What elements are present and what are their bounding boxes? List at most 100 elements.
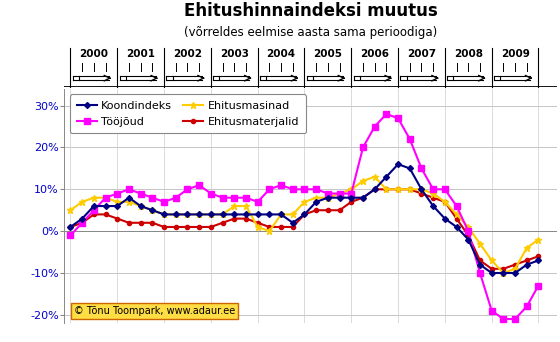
Ehitusmasinad: [348, 187, 354, 192]
Line: Tööjõud: Tööjõud: [68, 111, 542, 322]
Ehitusmasinad: [114, 200, 120, 204]
Koondindeks: [430, 204, 437, 208]
Ehitusmaterjalid: [535, 254, 542, 258]
Ehitusmaterjalid: [524, 259, 530, 263]
Ehitusmaterjalid: [301, 212, 308, 216]
Tööjõud: [114, 192, 120, 196]
Koondindeks: [114, 204, 120, 208]
Ehitusmaterjalid: [512, 263, 519, 267]
Tööjõud: [242, 196, 249, 200]
Ehitusmaterjalid: [278, 225, 284, 229]
Ehitusmaterjalid: [196, 225, 203, 229]
Tööjõud: [441, 187, 448, 192]
Ehitusmaterjalid: [360, 196, 366, 200]
Ehitusmasinad: [535, 237, 542, 241]
Tööjõud: [137, 192, 144, 196]
Koondindeks: [208, 212, 214, 216]
Ehitusmaterjalid: [114, 216, 120, 221]
Tööjõud: [172, 196, 179, 200]
Tööjõud: [102, 196, 109, 200]
Tööjõud: [149, 196, 156, 200]
Ehitusmasinad: [172, 212, 179, 216]
Tööjõud: [371, 124, 378, 129]
Ehitusmaterjalid: [67, 225, 74, 229]
Text: 2007: 2007: [407, 49, 436, 59]
Line: Ehitusmasinad: Ehitusmasinad: [67, 173, 542, 276]
Ehitusmaterjalid: [137, 221, 144, 225]
Ehitusmasinad: [441, 200, 448, 204]
Ehitusmasinad: [371, 175, 378, 179]
Ehitusmaterjalid: [290, 225, 296, 229]
Koondindeks: [137, 204, 144, 208]
Ehitusmaterjalid: [266, 225, 273, 229]
Ehitusmasinad: [524, 246, 530, 250]
Ehitusmasinad: [336, 192, 343, 196]
Ehitusmasinad: [465, 225, 472, 229]
Koondindeks: [290, 221, 296, 225]
Ehitusmaterjalid: [383, 187, 390, 192]
Ehitusmaterjalid: [79, 221, 86, 225]
Koondindeks: [360, 196, 366, 200]
Ehitusmasinad: [208, 212, 214, 216]
Koondindeks: [161, 212, 167, 216]
Text: 2000: 2000: [80, 49, 109, 59]
Ehitusmasinad: [219, 212, 226, 216]
Ehitusmaterjalid: [336, 208, 343, 212]
Koondindeks: [348, 196, 354, 200]
Koondindeks: [172, 212, 179, 216]
Koondindeks: [500, 271, 507, 275]
Ehitusmaterjalid: [172, 225, 179, 229]
Line: Ehitusmaterjalid: Ehitusmaterjalid: [68, 187, 540, 271]
Tööjõud: [208, 192, 214, 196]
Koondindeks: [231, 212, 237, 216]
Koondindeks: [477, 263, 483, 267]
Koondindeks: [91, 204, 97, 208]
Text: 2002: 2002: [173, 49, 202, 59]
Tööjõud: [336, 192, 343, 196]
Ehitusmaterjalid: [465, 233, 472, 237]
Ehitusmaterjalid: [500, 267, 507, 271]
Ehitusmasinad: [125, 200, 132, 204]
Ehitusmasinad: [325, 196, 332, 200]
Ehitusmaterjalid: [430, 196, 437, 200]
Ehitusmasinad: [149, 208, 156, 212]
Koondindeks: [407, 166, 413, 170]
Ehitusmasinad: [161, 212, 167, 216]
Text: 2006: 2006: [360, 49, 389, 59]
Text: Ehitushinnaindeksi muutus: Ehitushinnaindeksi muutus: [184, 2, 438, 20]
Koondindeks: [488, 271, 495, 275]
Ehitusmaterjalid: [102, 212, 109, 216]
Ehitusmasinad: [313, 196, 320, 200]
Tööjõud: [125, 187, 132, 192]
Ehitusmasinad: [383, 187, 390, 192]
Tööjõud: [313, 187, 320, 192]
Text: 2003: 2003: [220, 49, 249, 59]
Ehitusmasinad: [242, 204, 249, 208]
Ehitusmaterjalid: [91, 212, 97, 216]
Ehitusmasinad: [395, 187, 402, 192]
Tööjõud: [254, 200, 261, 204]
Ehitusmaterjalid: [477, 259, 483, 263]
Tööjõud: [348, 192, 354, 196]
Ehitusmasinad: [488, 259, 495, 263]
Ehitusmasinad: [278, 212, 284, 216]
Tööjõud: [465, 229, 472, 233]
Koondindeks: [125, 196, 132, 200]
Ehitusmaterjalid: [149, 221, 156, 225]
Ehitusmaterjalid: [441, 200, 448, 204]
Ehitusmaterjalid: [231, 216, 237, 221]
Ehitusmaterjalid: [161, 225, 167, 229]
Tööjõud: [477, 271, 483, 275]
Ehitusmaterjalid: [208, 225, 214, 229]
Koondindeks: [184, 212, 191, 216]
Text: 2009: 2009: [501, 49, 530, 59]
Text: 2001: 2001: [126, 49, 155, 59]
Ehitusmasinad: [290, 212, 296, 216]
Text: 2008: 2008: [454, 49, 483, 59]
Ehitusmasinad: [137, 204, 144, 208]
Koondindeks: [383, 175, 390, 179]
Ehitusmasinad: [418, 187, 425, 192]
Ehitusmaterjalid: [418, 192, 425, 196]
Tööjõud: [290, 187, 296, 192]
Text: © Tõnu Toompark, www.adaur.ee: © Tõnu Toompark, www.adaur.ee: [74, 306, 236, 316]
